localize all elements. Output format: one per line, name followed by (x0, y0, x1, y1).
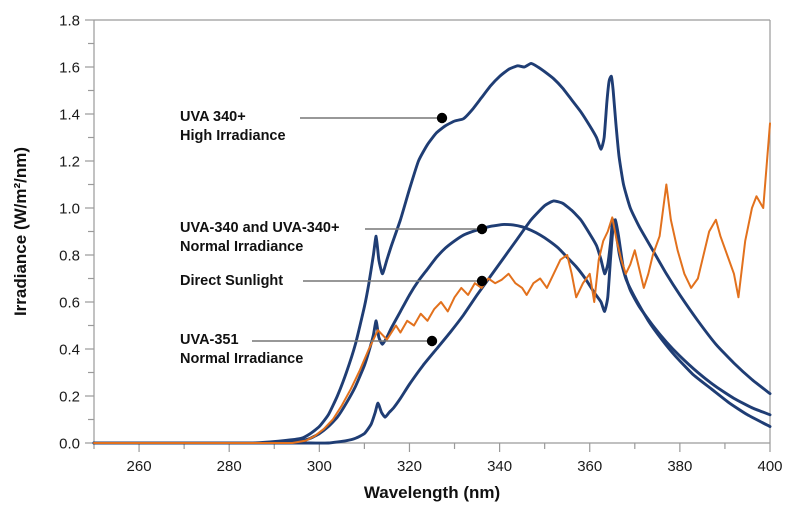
annotation-label: UVA-351 (180, 332, 239, 348)
x-tick-label: 320 (397, 458, 422, 475)
annotation-label: Direct Sunlight (180, 273, 283, 289)
y-tick-label: 1.2 (59, 154, 80, 171)
x-tick-label: 400 (757, 458, 782, 475)
series-line-3 (93, 122, 771, 444)
x-axis-title: Wavelength (nm) (364, 483, 500, 502)
y-axis: 0.0 0.2 0.4 0.6 0.8 1.0 1.2 1.4 1.6 1.8 (59, 13, 94, 453)
series-line-2 (92, 199, 772, 445)
annotation-marker-dot (426, 335, 438, 347)
series-line-0 (92, 62, 772, 445)
annotations-layer: UVA 340+ High Irradiance UVA-340 and UVA-3… (180, 109, 488, 367)
annotation-label: UVA 340+ (180, 109, 246, 125)
y-axis-title: Irradiance (W/m²/nm) (11, 147, 30, 316)
annotation-label: Normal Irradiance (180, 351, 303, 367)
annotation-label: Normal Irradiance (180, 239, 303, 255)
y-tick-label: 1.8 (59, 13, 80, 30)
annotation-direct-sunlight: Direct Sunlight (180, 273, 488, 289)
annotation-uva340plus-high: UVA 340+ High Irradiance (180, 109, 448, 144)
annotation-label: High Irradiance (180, 128, 286, 144)
x-axis: 260 280 300 320 340 360 380 400 (93, 443, 783, 475)
y-tick-label: 0.4 (59, 342, 80, 359)
x-tick-label: 260 (127, 458, 152, 475)
annotation-marker-dot (436, 112, 448, 124)
series-layer (92, 62, 772, 445)
y-tick-label: 1.0 (59, 201, 80, 218)
y-tick-label: 0.8 (59, 248, 80, 265)
x-tick-label: 340 (487, 458, 512, 475)
x-tick-label: 360 (577, 458, 602, 475)
annotation-uva340-normal: UVA-340 and UVA-340+ Normal Irradiance (180, 220, 488, 255)
x-tick-label: 380 (667, 458, 692, 475)
y-tick-label: 0.2 (59, 389, 80, 406)
y-tick-label: 1.4 (59, 107, 80, 124)
annotation-label: UVA-340 and UVA-340+ (180, 220, 339, 236)
annotation-marker-dot (476, 275, 488, 287)
annotation-marker-dot (476, 223, 488, 235)
x-tick-label: 300 (307, 458, 332, 475)
y-tick-label: 0.6 (59, 295, 80, 312)
y-tick-label: 1.6 (59, 60, 80, 77)
x-tick-label: 280 (217, 458, 242, 475)
annotation-uva351-normal: UVA-351 Normal Irradiance (180, 332, 438, 367)
y-tick-label: 0.0 (59, 436, 80, 453)
